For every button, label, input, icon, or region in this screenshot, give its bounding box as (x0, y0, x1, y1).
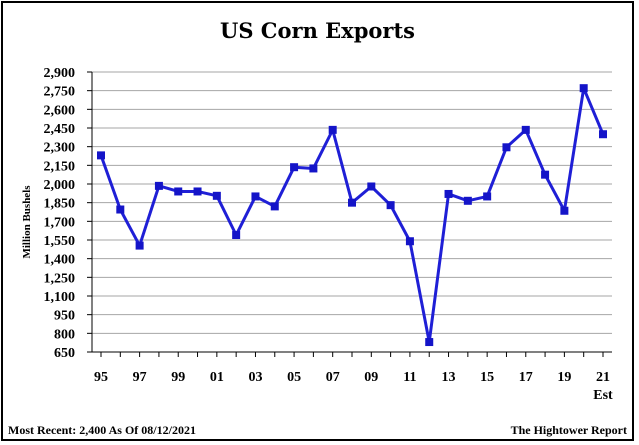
y-tick-label: 2,150 (44, 159, 76, 174)
data-point (579, 84, 588, 93)
x-tick-label: 11 (403, 370, 416, 385)
footer-most-recent: Most Recent: 2,400 As Of 08/12/2021 (8, 423, 196, 437)
data-point (367, 182, 376, 191)
data-point (444, 189, 453, 198)
x-tick-label: 13 (442, 370, 456, 385)
data-point (309, 164, 318, 173)
y-tick-label: 2,600 (44, 103, 76, 118)
x-tick-label: 17 (519, 370, 533, 385)
x-tick-label: 97 (133, 370, 147, 385)
data-point (212, 191, 221, 200)
y-tick-label: 650 (54, 346, 75, 361)
data-point (386, 201, 395, 210)
data-markers (97, 84, 607, 347)
y-tick-label: 950 (54, 309, 75, 324)
footer-source: The Hightower Report (510, 423, 627, 437)
data-point (560, 206, 569, 215)
x-tick-label: 19 (557, 370, 571, 385)
data-point (154, 181, 163, 190)
y-tick-label: 2,000 (44, 178, 76, 193)
y-axis-title: Million Bushels (21, 185, 33, 259)
y-tick-label: 2,750 (44, 85, 76, 100)
data-point (463, 196, 472, 205)
x-tick-label: 05 (287, 370, 301, 385)
data-point (251, 192, 260, 201)
data-point (328, 125, 337, 134)
y-tick-label: 1,550 (44, 234, 76, 249)
x-tick-labels: 95 97 99 01 03 05 07 09 11 13 15 17 19 21 Est (94, 370, 613, 403)
data-point (193, 187, 202, 196)
data-point (174, 187, 183, 196)
y-tick-label: 1,250 (44, 271, 76, 286)
data-point (502, 143, 511, 152)
y-tick-label: 2,900 (44, 66, 76, 81)
data-point (348, 198, 356, 207)
data-point (116, 205, 125, 214)
x-tick-label: 09 (364, 370, 378, 385)
y-tick-label: 1,400 (44, 253, 76, 268)
y-tick-label: 800 (54, 327, 75, 342)
y-tick-label: 1,700 (44, 215, 76, 230)
axes (87, 71, 612, 357)
x-tick-label: 03 (248, 370, 262, 385)
data-point (405, 237, 414, 246)
x-tick-label: 21 (596, 370, 610, 385)
data-point (232, 231, 241, 240)
x-tick-label: 99 (171, 370, 185, 385)
x-tick-label: 07 (326, 370, 340, 385)
y-tick-label: 1,100 (44, 290, 76, 305)
data-point (541, 170, 550, 179)
x-tick-label: 01 (210, 370, 224, 385)
x-tick-label: 95 (94, 370, 108, 385)
data-point (97, 151, 105, 160)
y-tick-label: 1,850 (44, 197, 76, 212)
grid-lines (92, 71, 612, 334)
chart-title: US Corn Exports (220, 18, 415, 43)
data-point (425, 338, 434, 347)
data-point (135, 241, 144, 250)
y-tick-labels: 650 800 950 1,100 1,250 1,400 1,550 1,700 1,850 2… (44, 66, 76, 361)
y-tick-label: 2,300 (44, 141, 76, 156)
data-point (290, 163, 299, 172)
data-point (270, 202, 279, 211)
y-tick-label: 2,450 (44, 122, 76, 137)
data-point (599, 130, 607, 139)
data-point (483, 192, 492, 201)
x-tick-sublabel-est: Est (593, 388, 613, 403)
x-tick-label: 15 (480, 370, 494, 385)
data-point (521, 125, 530, 134)
